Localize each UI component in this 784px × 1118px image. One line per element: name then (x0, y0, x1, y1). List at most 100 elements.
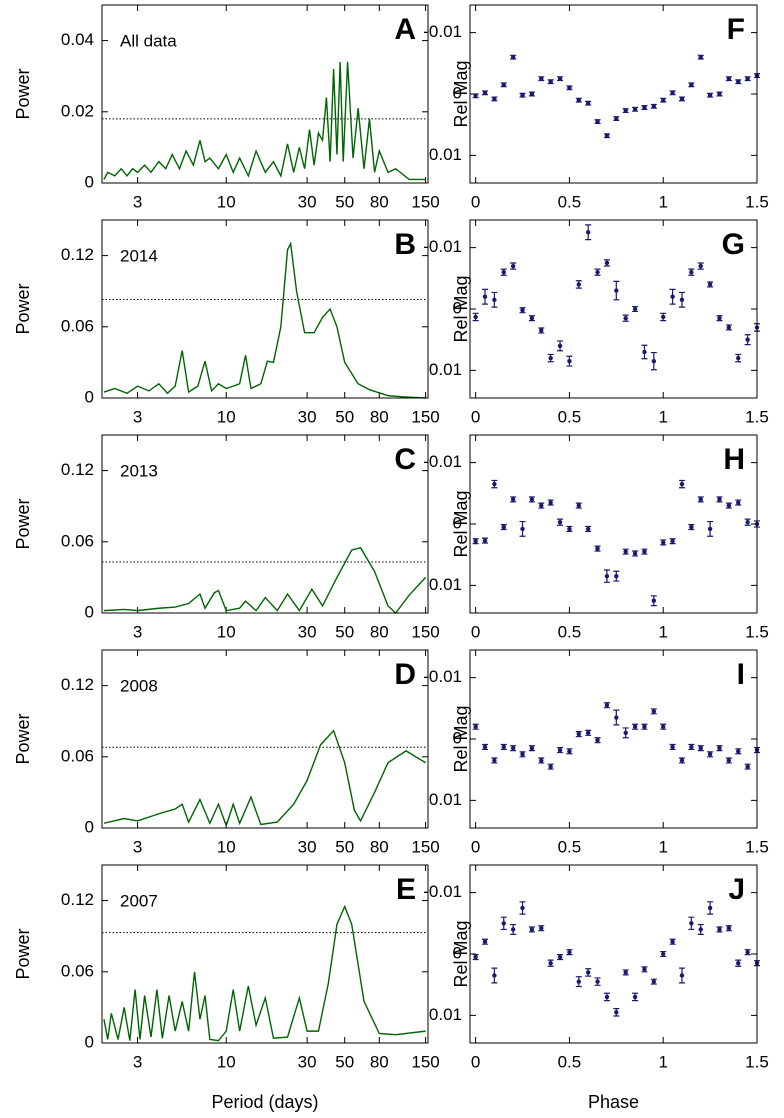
power-line (103, 729, 426, 828)
data-point (689, 744, 694, 750)
y-tick-label: -0.01 (423, 667, 462, 686)
data-point (614, 1010, 619, 1015)
data-point (689, 524, 694, 530)
data-point (492, 973, 497, 978)
x-tick-label: 1 (658, 407, 667, 426)
data-point (614, 116, 619, 121)
data-point (557, 343, 563, 349)
x-tick-label: 0.5 (558, 192, 582, 211)
data-point (745, 764, 750, 769)
x-tick-label: 1 (658, 837, 667, 856)
y-axis-label: Power (13, 498, 33, 549)
data-point (482, 294, 488, 299)
data-point (679, 758, 685, 763)
data-point (585, 526, 591, 532)
x-tick-label: 30 (298, 837, 317, 856)
x-tick-label: 1.5 (745, 622, 769, 641)
plot-frame (101, 649, 429, 829)
panel-label: 2008 (120, 676, 158, 695)
x-tick-label: 10 (217, 192, 236, 211)
x-tick-label: 0.5 (558, 837, 582, 856)
data-point (623, 970, 628, 975)
data-point (726, 325, 732, 330)
data-point (501, 524, 506, 530)
x-tick-label: 50 (335, 837, 354, 856)
data-point (642, 724, 647, 729)
plot-frame (469, 864, 758, 1044)
data-point (651, 598, 657, 603)
data-point (632, 551, 638, 556)
data-point (473, 954, 478, 960)
panel: 3 10 30 50 80 150 0 0.06 0.12 Power Period (days) E… (13, 864, 440, 1112)
data-point (482, 744, 488, 750)
data-point (707, 905, 713, 911)
data-point (482, 538, 488, 543)
y-tick-label: 0.01 (429, 1005, 462, 1024)
y-axis-label: Power (13, 713, 33, 764)
panel: 3 10 30 50 80 150 0 0.02 0.04 Power A All data (13, 4, 440, 211)
data-point (679, 481, 685, 487)
data-point (651, 358, 657, 364)
data-point (614, 715, 619, 720)
plot-frame (469, 649, 758, 829)
y-tick-label: 0.06 (61, 316, 94, 335)
x-tick-label: 50 (335, 407, 354, 426)
y-tick-label: 0 (453, 728, 462, 747)
data-point (651, 709, 657, 714)
data-point (670, 538, 675, 544)
plot-frame (101, 864, 429, 1044)
y-tick-label: 0.12 (61, 245, 94, 264)
data-point (473, 93, 478, 99)
y-tick-label: 0 (85, 1032, 94, 1051)
y-tick-label: 0.12 (61, 460, 94, 479)
data-point (529, 91, 535, 97)
data-point (595, 546, 600, 551)
x-tick-label: 80 (370, 622, 389, 641)
data-point (698, 263, 703, 269)
data-point (661, 97, 666, 103)
y-tick-label: 0.01 (429, 790, 462, 809)
data-point (642, 349, 647, 355)
data-point (567, 85, 572, 91)
data-point (642, 105, 647, 110)
data-point (585, 101, 591, 106)
x-tick-label: 1.5 (745, 1052, 769, 1071)
y-tick-label: 0 (453, 943, 462, 962)
x-tick-label: 3 (133, 837, 142, 856)
panel-letter: C (394, 443, 416, 476)
x-tick-label: 150 (411, 407, 439, 426)
x-tick-label: 10 (217, 622, 236, 641)
panel-label: 2007 (120, 891, 158, 910)
y-axis-label: Rel Mag (451, 920, 471, 987)
x-tick-label: 0.5 (558, 622, 582, 641)
data-point (510, 263, 516, 269)
data-point (501, 82, 506, 87)
data-point (717, 91, 722, 97)
data-point (529, 746, 535, 751)
panel-label: 2014 (120, 246, 158, 265)
data-point (473, 724, 478, 729)
data-point (707, 282, 713, 287)
data-point (492, 297, 497, 302)
power-line (103, 904, 426, 1042)
data-point (745, 337, 750, 342)
x-tick-label: 1 (658, 192, 667, 211)
data-point (632, 306, 638, 312)
x-tick-label: 10 (217, 407, 236, 426)
data-point (745, 76, 750, 81)
data-point (736, 79, 741, 84)
data-point (585, 730, 591, 736)
data-point (473, 314, 478, 320)
data-point (632, 107, 638, 112)
y-tick-label: 0.04 (61, 30, 94, 49)
x-tick-label: 150 (411, 837, 439, 856)
data-point (557, 747, 563, 753)
data-point (745, 949, 750, 955)
x-tick-label: 50 (335, 1052, 354, 1071)
x-tick-label: 30 (298, 192, 317, 211)
data-point (726, 76, 732, 81)
data-point (661, 951, 666, 957)
panel: 0 0.5 1 1.5 -0.01 0 0.01 Rel Mag G (423, 219, 769, 426)
x-tick-label: 30 (298, 622, 317, 641)
